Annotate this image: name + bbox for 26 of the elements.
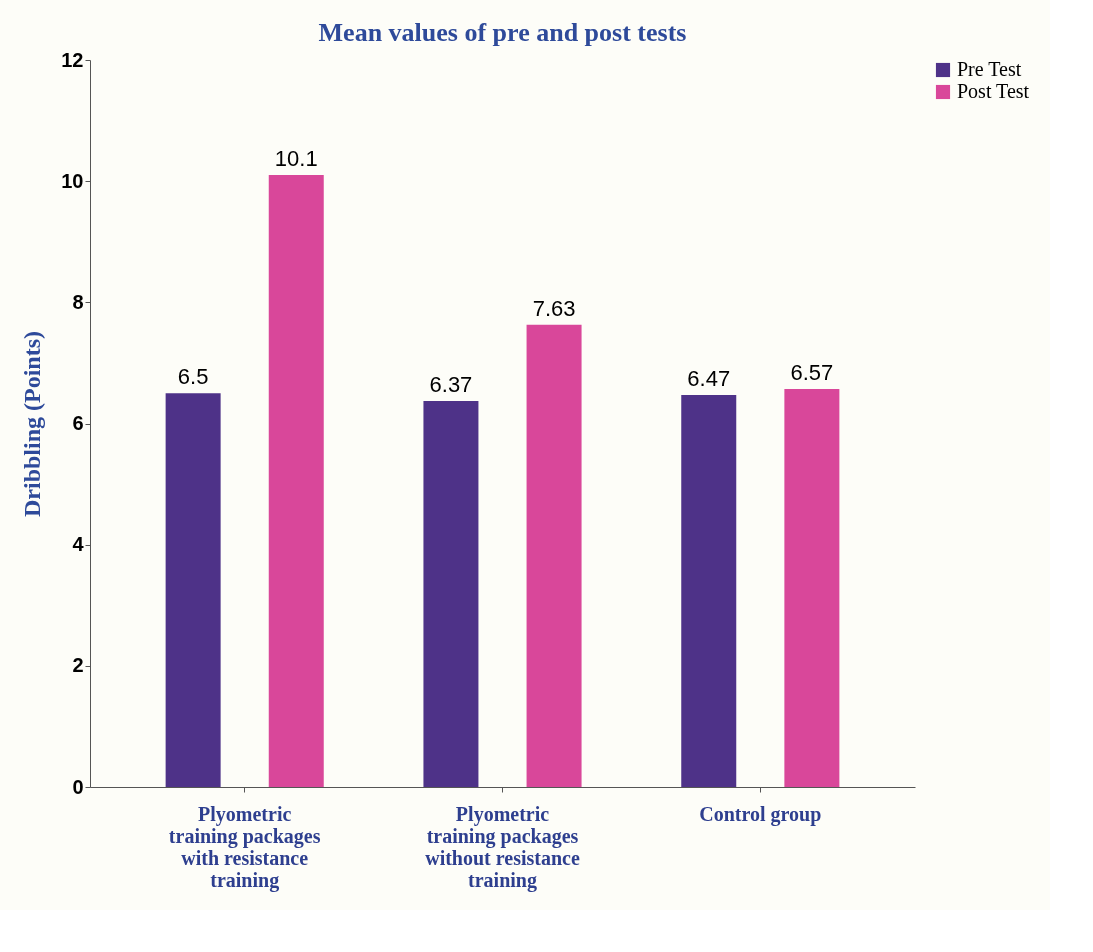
bar bbox=[268, 175, 324, 787]
data-label: 7.63 bbox=[532, 295, 576, 321]
data-label: 6.5 bbox=[177, 364, 209, 390]
y-tick-label: 10 bbox=[61, 169, 84, 192]
legend-label: Pre Test bbox=[957, 58, 1022, 80]
x-tick-label: Plyometric training packages with resistance training bbox=[168, 802, 321, 892]
data-label: 6.57 bbox=[790, 359, 834, 385]
y-axis-title: Dribbling (Points) bbox=[19, 330, 46, 518]
y-tick-label: 0 bbox=[72, 775, 84, 798]
bar bbox=[423, 401, 479, 787]
bar bbox=[681, 395, 737, 787]
y-tick-label: 2 bbox=[72, 654, 84, 677]
y-tick-label: 12 bbox=[61, 48, 84, 71]
chart-title: Mean values of pre and post tests bbox=[318, 18, 687, 47]
y-tick-label: 8 bbox=[72, 290, 84, 313]
bar bbox=[526, 324, 582, 787]
data-label: 6.37 bbox=[429, 372, 473, 398]
y-tick-label: 6 bbox=[72, 412, 84, 434]
x-tick-label: Control group bbox=[699, 802, 822, 826]
y-tick-label: 4 bbox=[72, 533, 85, 556]
bar bbox=[784, 388, 840, 787]
x-tick-label: Plyometric training packages without resistance training bbox=[425, 802, 580, 892]
data-label: 6.47 bbox=[687, 366, 731, 392]
data-label: 10.1 bbox=[274, 146, 318, 172]
legend-label: Post Test bbox=[957, 80, 1030, 102]
bar bbox=[165, 393, 221, 787]
